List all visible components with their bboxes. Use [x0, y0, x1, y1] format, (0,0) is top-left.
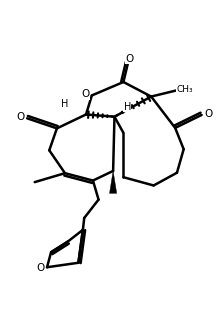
Text: H: H	[61, 99, 68, 110]
Text: H: H	[124, 102, 131, 112]
Text: O: O	[204, 109, 212, 119]
Polygon shape	[110, 171, 117, 193]
Text: O: O	[37, 263, 45, 273]
Text: O: O	[125, 54, 133, 64]
Text: O: O	[16, 112, 24, 122]
Text: O: O	[82, 89, 90, 99]
Text: CH₃: CH₃	[177, 85, 193, 94]
